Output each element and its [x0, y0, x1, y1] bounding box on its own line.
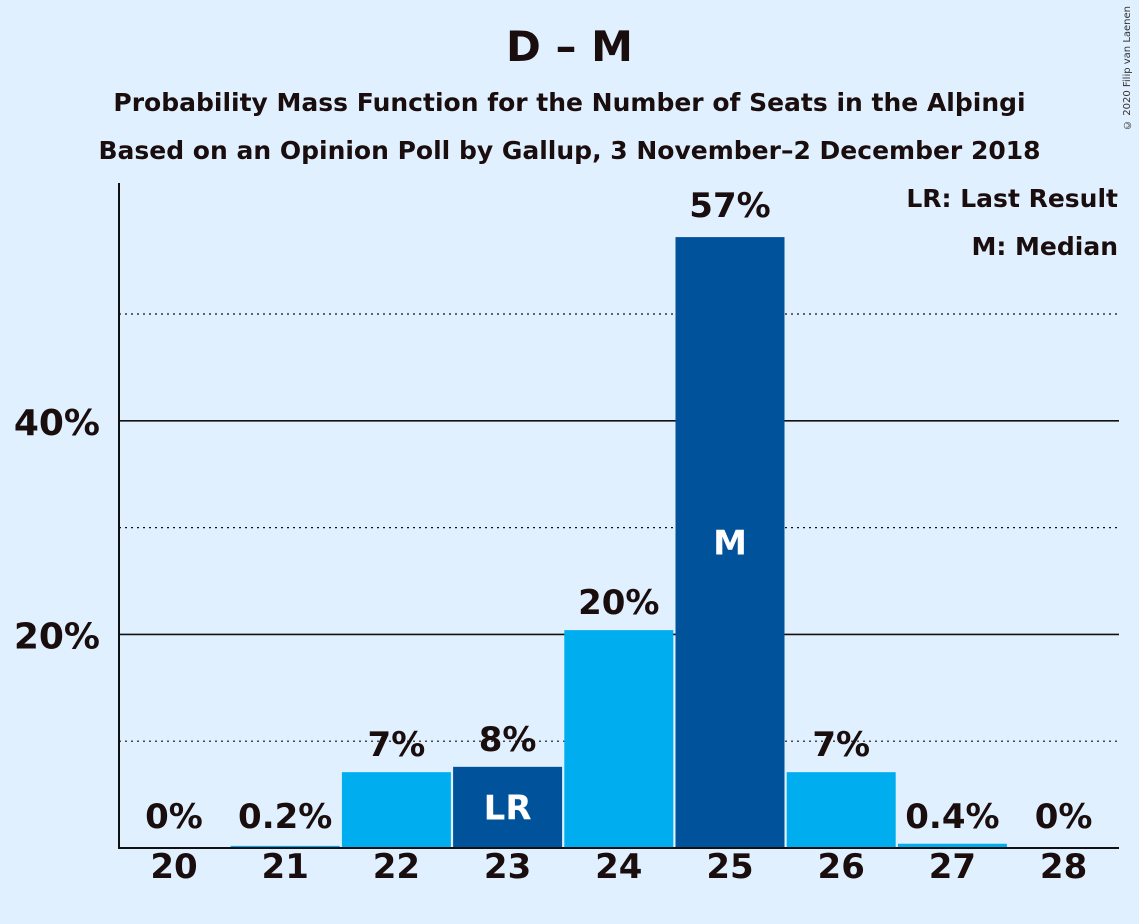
x-tick-label: 26	[818, 847, 865, 887]
x-tick-label: 22	[373, 847, 420, 887]
y-tick-label: 40%	[14, 403, 100, 444]
bar-marker-label: M	[713, 524, 747, 564]
bar-value-label: 7%	[368, 725, 426, 765]
legend-last-result: LR: Last Result	[906, 184, 1118, 213]
y-tick-label: 20%	[14, 616, 100, 657]
bar-value-label: 7%	[812, 725, 870, 765]
bar	[564, 630, 674, 848]
legend-median: M: Median	[971, 232, 1118, 261]
bar-value-label: 20%	[578, 583, 659, 623]
x-tick-label: 24	[595, 847, 642, 887]
chart-subtitle-2: Based on an Opinion Poll by Gallup, 3 No…	[98, 136, 1041, 165]
x-tick-label: 27	[929, 847, 976, 887]
x-tick-label: 20	[150, 847, 197, 887]
bar-value-label: 0.4%	[905, 797, 999, 837]
bar-value-label: 0.2%	[238, 797, 332, 837]
bar-value-label: 0%	[1035, 797, 1093, 837]
bar-value-label: 8%	[479, 720, 537, 760]
x-tick-label: 28	[1040, 847, 1087, 887]
bar-value-label: 0%	[145, 797, 203, 837]
x-tick-label: 21	[262, 847, 309, 887]
chart-title: D – M	[506, 22, 633, 71]
chart-subtitle-1: Probability Mass Function for the Number…	[113, 88, 1026, 117]
bar	[230, 845, 340, 848]
bar	[453, 766, 563, 848]
x-tick-label: 25	[706, 847, 753, 887]
bar	[341, 772, 451, 848]
bar	[786, 772, 896, 848]
bar	[675, 237, 785, 848]
bar-value-label: 57%	[689, 186, 770, 226]
x-tick-label: 23	[484, 847, 531, 887]
bar-marker-label: LR	[484, 788, 532, 828]
bar	[897, 843, 1007, 848]
